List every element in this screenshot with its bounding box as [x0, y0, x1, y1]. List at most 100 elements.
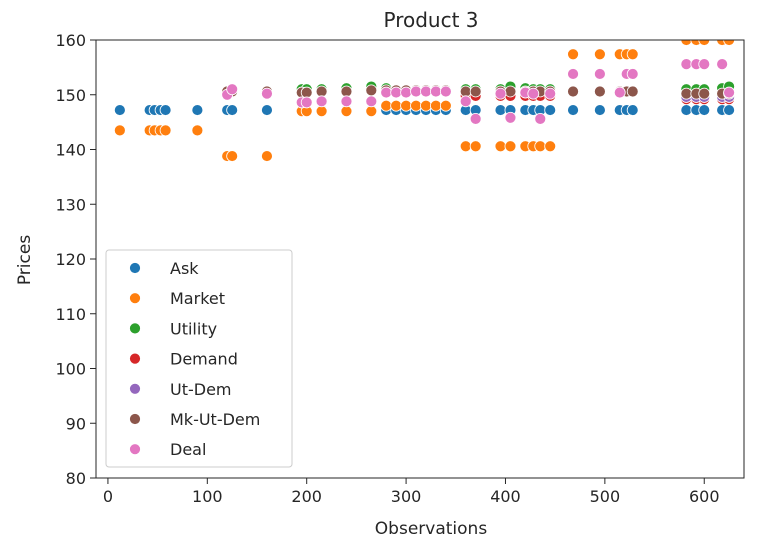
point-deal-15: [459, 95, 472, 108]
point-deal-30: [698, 58, 711, 70]
legend-marker-deal: [129, 443, 141, 456]
point-deal-17: [494, 87, 507, 100]
legend-label-deal: Deal: [170, 440, 206, 459]
point-market-0: [113, 124, 126, 137]
x-tick-label: 100: [192, 487, 223, 506]
legend-marker-ask: [129, 262, 141, 274]
point-mk-ut-dem-24: [593, 85, 606, 98]
point-deal-13: [430, 85, 442, 98]
point-deal-16: [469, 112, 482, 125]
point-deal-6: [340, 95, 353, 108]
point-deal-18: [504, 111, 517, 124]
legend-marker-utility: [129, 322, 141, 335]
point-deal-21: [534, 112, 547, 125]
point-mk-ut-dem-18: [504, 85, 517, 98]
point-deal-22: [544, 87, 557, 100]
x-tick-label: 300: [391, 487, 422, 506]
legend-label-ut-dem: Ut-Dem: [170, 380, 232, 399]
x-axis-title: Observations: [375, 519, 488, 539]
legend-marker-mk-ut-dem: [129, 413, 141, 425]
point-market-17: [410, 99, 422, 112]
point-deal-10: [400, 86, 412, 99]
point-market-15: [390, 99, 403, 112]
point-market-30: [593, 48, 606, 61]
point-mk-ut-dem-15: [459, 85, 472, 98]
y-tick-label: 160: [55, 31, 86, 50]
point-market-20: [439, 99, 452, 112]
point-market-4: [159, 124, 172, 137]
point-market-19: [430, 99, 442, 112]
point-deal-32: [723, 86, 735, 99]
point-deal-9: [390, 86, 403, 99]
point-mk-ut-dem-5: [315, 85, 328, 98]
y-tick-label: 150: [55, 86, 86, 105]
point-mk-ut-dem-27: [626, 85, 639, 98]
point-mk-ut-dem-16: [469, 85, 482, 98]
x-tick-label: 500: [590, 487, 621, 506]
point-market-22: [469, 140, 482, 153]
point-ask-38: [723, 104, 735, 116]
point-deal-14: [439, 85, 452, 98]
point-deal-31: [716, 58, 729, 70]
x-tick-label: 600: [689, 487, 720, 506]
point-market-14: [380, 99, 393, 112]
point-deal-2: [261, 87, 273, 100]
point-mk-ut-dem-28: [680, 87, 693, 100]
y-tick-label: 100: [55, 360, 86, 379]
point-ask-23: [494, 104, 507, 116]
point-ask-34: [680, 104, 693, 116]
legend-label-market: Market: [170, 289, 225, 308]
legend-label-mk-ut-dem: Mk-Ut-Dem: [170, 410, 260, 429]
point-deal-27: [626, 68, 639, 80]
legend-marker-demand: [129, 352, 141, 365]
point-market-34: [680, 40, 693, 46]
legend-marker-ut-dem: [129, 382, 141, 395]
legend-label-utility: Utility: [170, 319, 217, 338]
x-tick-label: 0: [103, 487, 113, 506]
point-ask-5: [191, 104, 204, 116]
legend-box: [105, 249, 293, 468]
point-ask-33: [626, 104, 639, 116]
y-tick-label: 140: [55, 141, 86, 160]
point-deal-4: [300, 96, 313, 109]
point-deal-25: [613, 86, 626, 99]
point-mk-ut-dem-23: [567, 85, 579, 98]
y-tick-label: 110: [55, 305, 86, 324]
point-ask-7: [226, 104, 239, 116]
point-market-38: [723, 40, 735, 46]
legend-label-ask: Ask: [170, 259, 199, 278]
point-deal-11: [410, 85, 422, 98]
point-ask-8: [261, 104, 273, 116]
point-ask-29: [567, 104, 579, 116]
point-market-8: [261, 150, 273, 162]
y-tick-label: 80: [66, 469, 86, 488]
point-ask-30: [593, 104, 606, 116]
axes: 0 100 200 300 400 500 600 80 90 100 110 120 130 140 15…: [55, 31, 745, 506]
point-market-13: [365, 105, 378, 118]
legend-marker-market: [129, 292, 141, 305]
point-market-18: [420, 99, 432, 112]
chart-title: Product 3: [383, 8, 478, 32]
point-market-24: [504, 140, 517, 153]
point-mk-ut-dem-6: [340, 85, 353, 98]
point-market-12: [340, 105, 353, 118]
point-market-23: [494, 140, 507, 153]
y-tick-label: 130: [55, 195, 86, 214]
point-ask-28: [544, 104, 557, 116]
legend-label-demand: Demand: [170, 350, 238, 369]
y-tick-label: 90: [66, 414, 86, 433]
point-deal-1: [226, 83, 239, 96]
point-market-16: [400, 99, 412, 112]
point-market-5: [191, 124, 204, 137]
point-deal-7: [365, 95, 378, 108]
y-tick-label: 120: [55, 250, 86, 269]
data-points: [113, 40, 735, 162]
point-market-33: [626, 48, 639, 61]
point-deal-5: [315, 95, 328, 108]
point-market-27: [534, 140, 547, 153]
point-mk-ut-dem-7: [365, 84, 378, 97]
point-mk-ut-dem-30: [698, 87, 711, 100]
point-deal-24: [593, 68, 606, 80]
point-deal-23: [567, 68, 579, 80]
point-deal-28: [680, 58, 693, 70]
